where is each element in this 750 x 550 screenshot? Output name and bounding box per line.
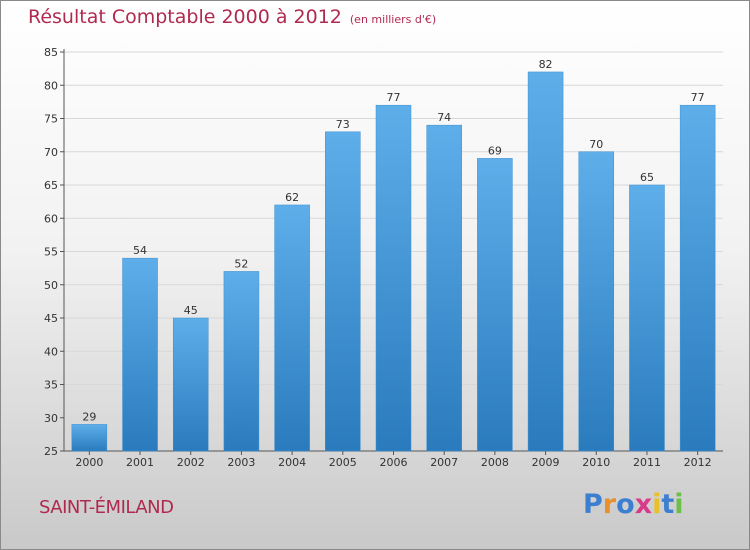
x-tick-label: 2005: [329, 456, 357, 469]
bar-2005: [325, 131, 361, 452]
bar-value-label: 45: [184, 304, 198, 317]
bar-2010: [578, 151, 615, 452]
bar-value-label: 54: [133, 244, 147, 257]
chart-title-text: Résultat Comptable 2000 à 2012: [28, 6, 342, 28]
x-tick-label: 2012: [684, 456, 712, 469]
y-tick-label: 25: [44, 445, 58, 458]
y-tick-label: 30: [44, 412, 58, 425]
y-tick-label: 55: [44, 246, 58, 259]
x-tick-label: 2003: [227, 456, 255, 469]
logo-letter: o: [616, 489, 635, 520]
x-tick-label: 2008: [481, 456, 509, 469]
chart-unit-note: (en milliers d'€): [349, 13, 437, 26]
bar-value-label: 74: [437, 111, 451, 124]
x-tick-label: 2007: [430, 456, 458, 469]
bar-2004: [274, 204, 310, 452]
bar-value-label: 82: [539, 58, 553, 71]
bar-value-label: 65: [640, 171, 654, 184]
y-tick-label: 70: [44, 146, 58, 159]
bar-value-label: 77: [387, 91, 401, 104]
bars: [71, 71, 716, 452]
bar-value-label: 70: [589, 138, 603, 151]
y-tick-label: 80: [44, 79, 58, 92]
bar-value-label: 29: [82, 410, 96, 423]
x-tick-label: 2004: [278, 456, 306, 469]
logo-letter: r: [602, 489, 617, 520]
labels: 25 30 35 40 45 50 55 60 65 70 75 80 85 29 2000 54 2001 45…: [44, 46, 712, 469]
bar-2011: [629, 184, 665, 452]
bar-value-label: 73: [336, 118, 350, 131]
y-tick-label: 65: [44, 179, 58, 192]
logo-letter: x: [634, 489, 653, 520]
bar-2000: [71, 424, 108, 452]
logo-letter: i: [652, 489, 662, 520]
x-tick-label: 2010: [582, 456, 610, 469]
logo-letter: P: [583, 489, 603, 520]
x-tick-label: 2009: [532, 456, 560, 469]
bar-2007: [426, 124, 462, 452]
y-tick-label: 60: [44, 212, 58, 225]
y-tick-label: 75: [44, 113, 58, 126]
bar-value-label: 62: [285, 191, 299, 204]
logo-letter: t: [661, 489, 675, 520]
bar-2006: [375, 104, 412, 452]
bar-value-label: 77: [691, 91, 705, 104]
bar-value-label: 52: [234, 257, 248, 270]
proxiti-logo[interactable]: Proxiti: [583, 489, 684, 520]
x-tick-label: 2000: [75, 456, 103, 469]
bar-2012: [679, 104, 716, 452]
bar-2001: [122, 257, 158, 452]
place-name: SAINT-ÉMILAND: [39, 497, 174, 518]
y-tick-label: 40: [44, 345, 58, 358]
y-tick-label: 50: [44, 279, 58, 292]
bar-2009: [527, 71, 564, 452]
y-tick-label: 45: [44, 312, 58, 325]
y-tick-label: 85: [44, 46, 58, 59]
x-tick-label: 2011: [633, 456, 661, 469]
x-tick-label: 2001: [126, 456, 154, 469]
y-tick-label: 35: [44, 379, 58, 392]
bar-2002: [172, 317, 209, 452]
x-tick-label: 2006: [380, 456, 408, 469]
bar-value-label: 69: [488, 144, 502, 157]
bar-2003: [223, 271, 260, 452]
chart-title: Résultat Comptable 2000 à 2012 (en millie…: [28, 6, 436, 28]
logo-letter: i: [674, 489, 684, 520]
x-tick-label: 2002: [177, 456, 205, 469]
bar-2008: [477, 158, 513, 452]
